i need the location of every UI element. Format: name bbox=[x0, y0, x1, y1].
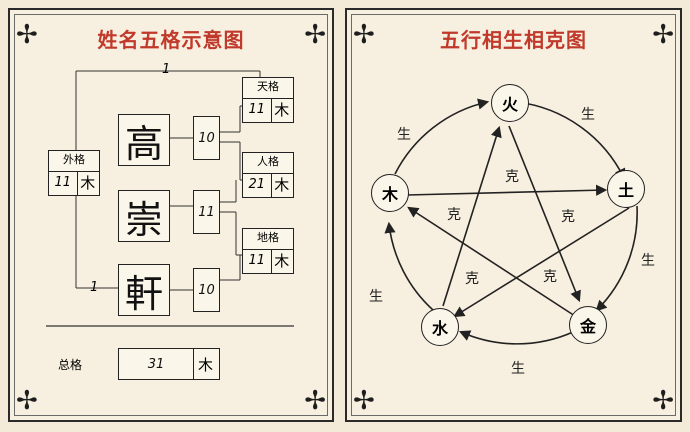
corner-ornament: ✢ bbox=[304, 386, 326, 416]
tian-ge-label: 天格 bbox=[243, 78, 293, 99]
panel-inner-border bbox=[14, 14, 328, 416]
five-elements-panel: 五行相生相克图 ✢ ✢ ✢ ✢ 火 土 金 水 木 生 生 生 生 生 bbox=[345, 8, 682, 422]
name-grid-title: 姓名五格示意图 bbox=[10, 24, 332, 53]
di-ge-box: 地格 11 木 bbox=[242, 228, 294, 274]
water-node: 水 bbox=[421, 308, 459, 346]
ren-ge-value: 21 bbox=[243, 172, 272, 197]
metal-node: 金 bbox=[569, 306, 607, 344]
ren-ge-label: 人格 bbox=[243, 153, 293, 174]
name-char-3: 軒 bbox=[118, 264, 170, 316]
di-ge-value: 11 bbox=[243, 248, 272, 273]
panel-inner-border bbox=[351, 14, 676, 416]
ren-ge-element: 木 bbox=[274, 176, 290, 195]
fire-node: 火 bbox=[491, 84, 529, 122]
di-ge-element: 木 bbox=[274, 252, 290, 271]
name-grid-panel: 姓名五格示意图 ✢ ✢ ✢ ✢ bbox=[8, 8, 334, 422]
bottom-one-label: 1 bbox=[90, 280, 99, 295]
tian-ge-element: 木 bbox=[274, 101, 290, 120]
wai-ge-box: 外格 11 木 bbox=[48, 150, 100, 196]
corner-ornament: ✢ bbox=[353, 20, 375, 50]
wai-ge-element: 木 bbox=[80, 174, 96, 193]
zong-ge-element: 木 bbox=[197, 355, 213, 374]
sheng-label: 生 bbox=[511, 361, 525, 377]
tian-ge-value: 11 bbox=[243, 97, 272, 122]
earth-node: 土 bbox=[607, 170, 645, 208]
ke-label: 克 bbox=[505, 169, 519, 185]
wai-ge-label: 外格 bbox=[49, 151, 99, 172]
stroke-count-2: 11 bbox=[193, 190, 220, 234]
sheng-label: 生 bbox=[369, 289, 383, 305]
di-ge-label: 地格 bbox=[243, 229, 293, 250]
ke-label: 克 bbox=[543, 269, 557, 285]
zong-ge-value: 31 bbox=[119, 349, 194, 379]
zong-ge-label: 总格 bbox=[58, 358, 83, 372]
ke-label: 克 bbox=[561, 209, 575, 225]
stroke-count-1: 10 bbox=[193, 116, 220, 160]
tian-ge-box: 天格 11 木 bbox=[242, 77, 294, 123]
five-elements-title: 五行相生相克图 bbox=[347, 24, 680, 53]
ke-label: 克 bbox=[465, 271, 479, 287]
corner-ornament: ✢ bbox=[16, 20, 38, 50]
five-elements-diagram bbox=[384, 98, 638, 345]
zong-ge-box: 31 木 bbox=[118, 348, 220, 380]
connector-lines bbox=[46, 70, 294, 327]
corner-ornament: ✢ bbox=[353, 386, 375, 416]
ren-ge-box: 人格 21 木 bbox=[242, 152, 294, 198]
ke-label: 克 bbox=[447, 207, 461, 223]
corner-ornament: ✢ bbox=[652, 20, 674, 50]
sheng-label: 生 bbox=[581, 107, 595, 123]
corner-ornament: ✢ bbox=[652, 386, 674, 416]
wai-ge-value: 11 bbox=[49, 170, 78, 195]
top-one-label: 1 bbox=[162, 62, 171, 77]
corner-ornament: ✢ bbox=[304, 20, 326, 50]
stroke-count-3: 10 bbox=[193, 268, 220, 312]
name-char-2: 崇 bbox=[118, 190, 170, 242]
sheng-label: 生 bbox=[641, 253, 655, 269]
sheng-label: 生 bbox=[397, 127, 411, 143]
wood-node: 木 bbox=[371, 174, 409, 212]
corner-ornament: ✢ bbox=[16, 386, 38, 416]
name-char-1: 高 bbox=[118, 114, 170, 166]
